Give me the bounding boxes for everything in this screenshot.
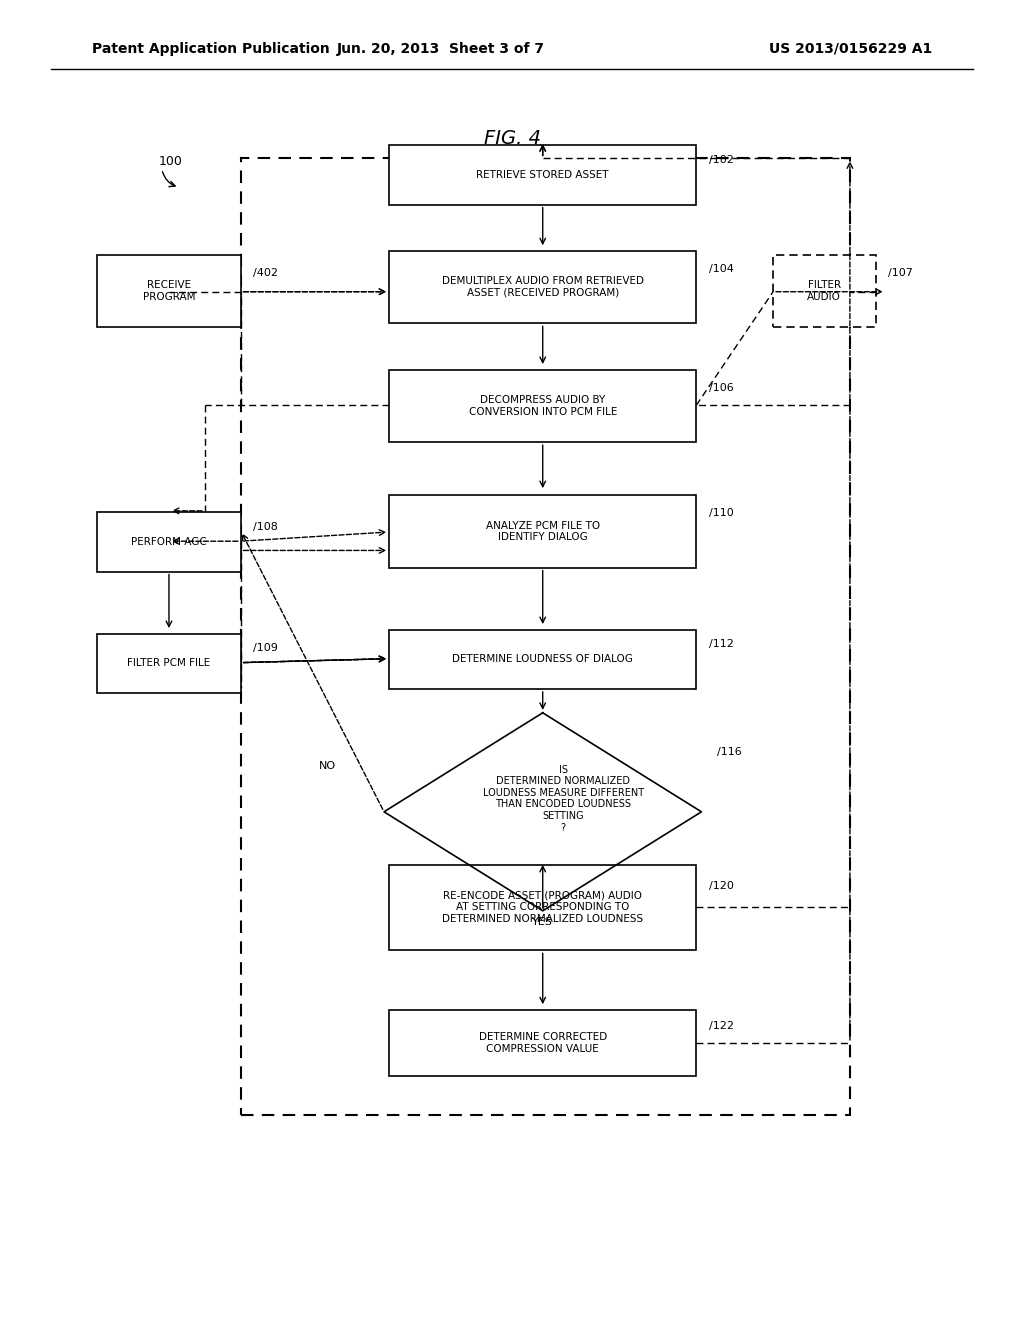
- FancyBboxPatch shape: [97, 512, 241, 572]
- FancyBboxPatch shape: [389, 865, 696, 950]
- Text: /112: /112: [709, 639, 733, 649]
- Text: FILTER PCM FILE: FILTER PCM FILE: [127, 659, 211, 668]
- FancyBboxPatch shape: [97, 634, 241, 693]
- Text: Patent Application Publication: Patent Application Publication: [92, 42, 330, 55]
- Text: /109: /109: [253, 643, 278, 653]
- FancyBboxPatch shape: [389, 370, 696, 442]
- Text: /102: /102: [709, 154, 733, 165]
- Text: DECOMPRESS AUDIO BY
CONVERSION INTO PCM FILE: DECOMPRESS AUDIO BY CONVERSION INTO PCM …: [469, 395, 616, 417]
- Text: IS
DETERMINED NORMALIZED
LOUDNESS MEASURE DIFFERENT
THAN ENCODED LOUDNESS
SETTIN: IS DETERMINED NORMALIZED LOUDNESS MEASUR…: [482, 764, 644, 833]
- Text: /107: /107: [888, 268, 912, 279]
- Text: /106: /106: [709, 383, 733, 393]
- Text: /122: /122: [709, 1022, 733, 1031]
- Text: /116: /116: [717, 747, 741, 758]
- FancyBboxPatch shape: [97, 255, 241, 327]
- Text: RECEIVE
PROGRAM: RECEIVE PROGRAM: [142, 280, 196, 302]
- Text: DETERMINE CORRECTED
COMPRESSION VALUE: DETERMINE CORRECTED COMPRESSION VALUE: [478, 1032, 607, 1053]
- Text: DEMULTIPLEX AUDIO FROM RETRIEVED
ASSET (RECEIVED PROGRAM): DEMULTIPLEX AUDIO FROM RETRIEVED ASSET (…: [441, 276, 644, 298]
- Text: DETERMINE LOUDNESS OF DIALOG: DETERMINE LOUDNESS OF DIALOG: [453, 655, 633, 664]
- Text: /104: /104: [709, 264, 733, 275]
- Text: /120: /120: [709, 880, 733, 891]
- Text: /402: /402: [253, 268, 278, 279]
- Text: FILTER
AUDIO: FILTER AUDIO: [807, 280, 842, 302]
- Text: /108: /108: [253, 521, 278, 532]
- FancyBboxPatch shape: [389, 495, 696, 568]
- Text: NO: NO: [319, 760, 336, 771]
- Text: ANALYZE PCM FILE TO
IDENTIFY DIALOG: ANALYZE PCM FILE TO IDENTIFY DIALOG: [485, 520, 600, 543]
- Text: PERFORM AGC: PERFORM AGC: [131, 537, 207, 546]
- Text: RE-ENCODE ASSET (PROGRAM) AUDIO
AT SETTING CORRESPONDING TO
DETERMINED NORMALIZE: RE-ENCODE ASSET (PROGRAM) AUDIO AT SETTI…: [442, 891, 643, 924]
- Text: US 2013/0156229 A1: US 2013/0156229 A1: [769, 42, 932, 55]
- FancyBboxPatch shape: [389, 1010, 696, 1076]
- Text: RETRIEVE STORED ASSET: RETRIEVE STORED ASSET: [476, 170, 609, 180]
- FancyBboxPatch shape: [389, 145, 696, 205]
- Text: YES: YES: [532, 917, 553, 928]
- Text: FIG. 4: FIG. 4: [483, 129, 541, 148]
- FancyBboxPatch shape: [773, 255, 876, 327]
- Text: 100: 100: [159, 154, 182, 168]
- FancyBboxPatch shape: [389, 630, 696, 689]
- Text: Jun. 20, 2013  Sheet 3 of 7: Jun. 20, 2013 Sheet 3 of 7: [336, 42, 545, 55]
- FancyBboxPatch shape: [389, 251, 696, 323]
- Text: /110: /110: [709, 508, 733, 519]
